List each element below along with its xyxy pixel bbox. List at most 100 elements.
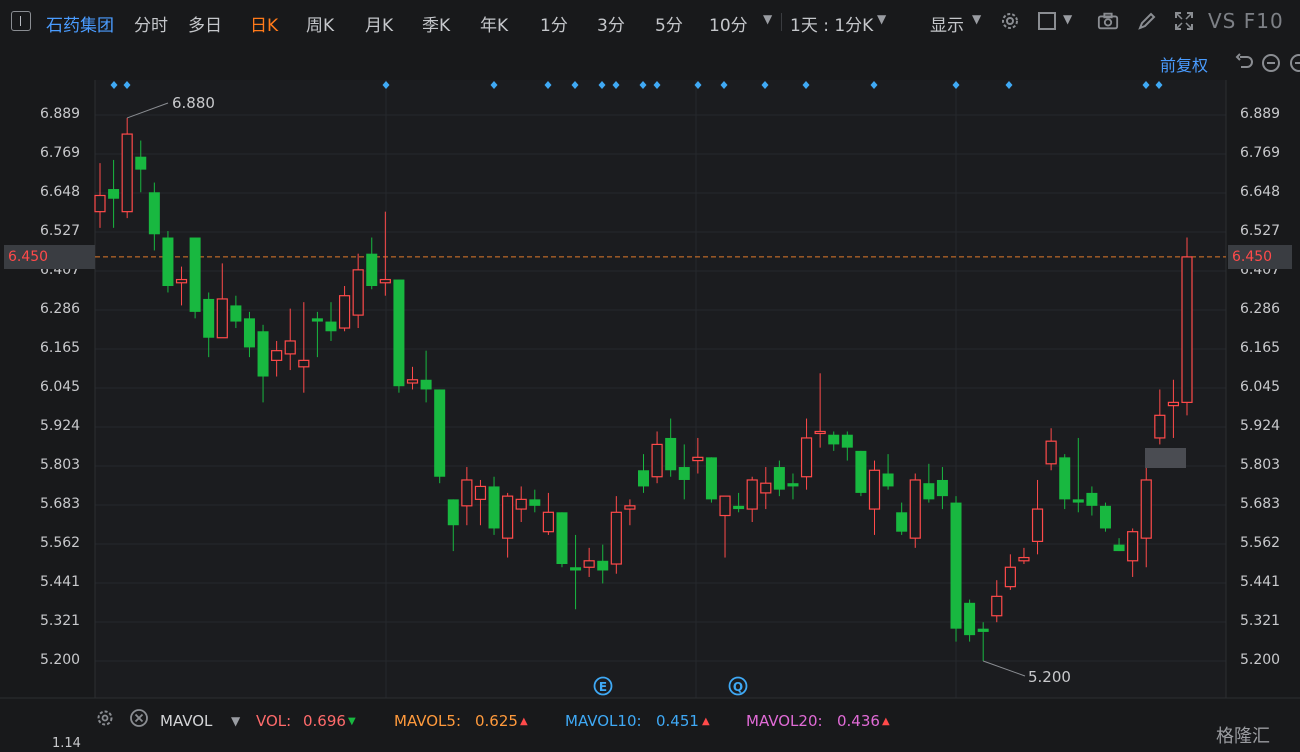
candle <box>570 534 582 610</box>
tab-daily-k[interactable]: 日K <box>250 16 279 36</box>
candle <box>284 308 296 371</box>
candle <box>420 350 432 403</box>
candle <box>1059 454 1071 510</box>
event-dot <box>1155 81 1163 89</box>
event-dot <box>653 81 661 89</box>
candle <box>366 237 378 290</box>
event-dot <box>761 81 769 89</box>
current-price-tag-left: 6.450 <box>4 245 95 269</box>
tab-monthly-k[interactable]: 月K <box>365 16 394 36</box>
zoom-out-icon[interactable] <box>1260 52 1282 74</box>
indicator-value: 0.625 <box>475 712 518 730</box>
divider <box>781 13 782 31</box>
chevron-down-icon[interactable]: ▼ <box>231 714 241 728</box>
candle <box>447 499 459 552</box>
indicator-name: MAVOL <box>160 712 213 730</box>
stock-name[interactable]: 石药集团 <box>46 16 114 36</box>
quarterly-event-icon <box>728 676 748 696</box>
price-tick-label: 5.803 <box>40 457 81 473</box>
fullscreen-icon[interactable] <box>1173 10 1195 32</box>
price-tick-label: 6.045 <box>40 379 81 395</box>
event-dot <box>382 81 390 89</box>
price-tick-label: 5.562 <box>40 535 81 551</box>
indicator-label: VOL: <box>256 712 292 730</box>
price-tick-label: 5.683 <box>40 496 81 512</box>
price-tick-label: 6.889 <box>40 106 81 122</box>
tab-yearly-k[interactable]: 年K <box>480 16 509 36</box>
current-price-tag-right: 6.450 <box>1228 245 1292 269</box>
candle <box>868 460 881 535</box>
candle <box>311 311 323 358</box>
candle <box>502 492 514 558</box>
candle <box>909 473 921 548</box>
tab-3min[interactable]: 3分 <box>597 16 625 36</box>
chart-style-icon[interactable] <box>1037 10 1059 32</box>
candle <box>964 599 976 642</box>
price-tick-label: 6.045 <box>1240 379 1281 395</box>
candle <box>325 302 337 341</box>
candlestick-chart[interactable]: 6.880 5.200 E Q <box>0 44 1300 704</box>
candle <box>108 159 120 228</box>
event-dot <box>1142 81 1150 89</box>
vs-f10-button[interactable]: VS F10 <box>1208 9 1284 33</box>
low-leader-line <box>983 660 1026 677</box>
tab-weekly-k[interactable]: 周K <box>306 16 335 36</box>
display-menu[interactable]: 显示 <box>930 16 964 36</box>
price-tick-label: 6.648 <box>1240 184 1281 200</box>
adjustment-selector[interactable]: 前复权 <box>1160 56 1209 75</box>
camera-icon[interactable] <box>1097 10 1119 32</box>
chevron-down-icon[interactable]: ▼ <box>972 12 982 26</box>
event-dot <box>598 81 606 89</box>
candle <box>583 547 595 577</box>
chevron-down-icon[interactable]: ▼ <box>877 12 887 26</box>
price-tick-label: 5.321 <box>1240 613 1281 629</box>
candle <box>597 544 609 584</box>
earnings-event-icon-letter: E <box>599 680 607 694</box>
candle <box>121 117 133 219</box>
candle <box>746 476 758 522</box>
close-icon[interactable] <box>128 707 150 729</box>
event-dot <box>802 81 810 89</box>
interval-selector[interactable]: 1天 : 1分K <box>790 16 874 36</box>
zoom-in-icon[interactable] <box>1285 52 1300 74</box>
tab-5min[interactable]: 5分 <box>655 16 683 36</box>
candle <box>434 389 446 484</box>
trend-arrow-icon: ▲ <box>520 716 528 727</box>
candle <box>977 622 989 661</box>
tab-1min[interactable]: 1分 <box>540 16 568 36</box>
tab-multiday[interactable]: 多日 <box>188 16 222 36</box>
candle <box>624 499 636 526</box>
tab-timeshare[interactable]: 分时 <box>134 16 168 36</box>
candle <box>243 311 255 358</box>
candle <box>515 486 527 522</box>
draw-pencil-icon[interactable] <box>1136 10 1158 32</box>
tab-quarterly-k[interactable]: 季K <box>422 16 451 36</box>
sidebar-toggle-icon[interactable] <box>11 11 31 31</box>
candle <box>189 237 201 319</box>
candle <box>298 302 310 393</box>
event-dot <box>123 81 131 89</box>
undo-icon[interactable] <box>1234 52 1256 74</box>
volume-indicator-bar: MAVOL ▼ VOL: 0.696 ▼ MAVOL5: 0.625 ▲ MAVOL10: 0… <box>0 704 1300 732</box>
candle <box>1113 538 1125 552</box>
settings-gear-icon[interactable] <box>999 10 1021 32</box>
low-price-label: 5.200 <box>1028 668 1071 686</box>
event-dot <box>1005 81 1013 89</box>
candles <box>94 117 1193 661</box>
price-tick-label: 6.286 <box>40 301 81 317</box>
tab-10min[interactable]: 10分 <box>709 16 748 36</box>
price-tick-label: 6.769 <box>40 145 81 161</box>
candle <box>461 467 473 526</box>
annotations: 6.880 5.200 E Q <box>127 94 1186 696</box>
chevron-down-icon[interactable]: ▼ <box>1063 12 1073 26</box>
settings-gear-icon[interactable] <box>94 707 116 729</box>
indicator-value: 0.696 <box>303 712 346 730</box>
chevron-down-icon[interactable]: ▼ <box>763 12 773 26</box>
event-dot <box>612 81 620 89</box>
price-tick-label: 5.200 <box>1240 652 1281 668</box>
candle <box>950 496 962 642</box>
cursor-box <box>1145 448 1186 468</box>
candle <box>828 431 840 451</box>
price-tick-label: 5.683 <box>1240 496 1281 512</box>
price-tick-label: 5.562 <box>1240 535 1281 551</box>
